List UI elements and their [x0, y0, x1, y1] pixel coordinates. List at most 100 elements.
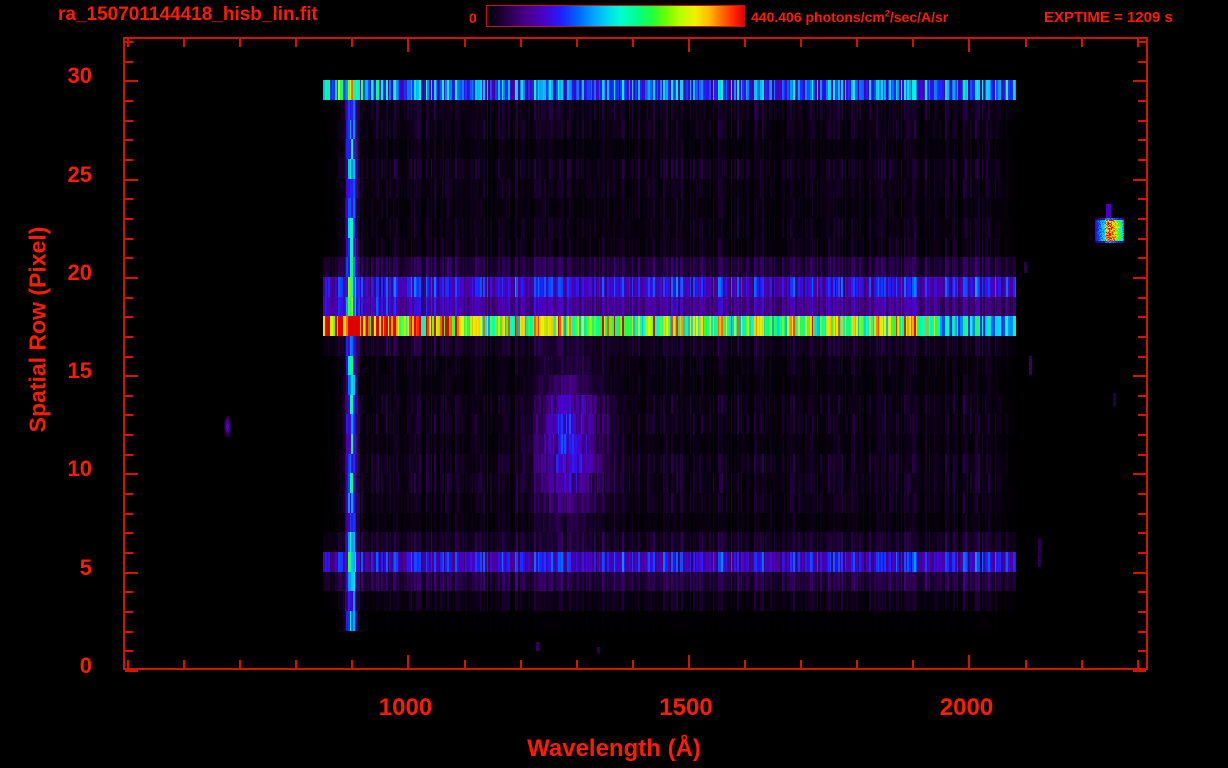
y-tick-32	[125, 41, 133, 43]
y-tick-20	[125, 276, 138, 279]
x-tick-top-1000	[407, 39, 410, 52]
y-tick-5	[125, 571, 138, 574]
y-tick-8	[125, 512, 133, 515]
x-tick-1300	[575, 660, 578, 668]
y-tick-19	[125, 296, 133, 299]
y-tick-12	[125, 434, 133, 437]
x-tick-600	[183, 660, 186, 668]
y-tick-11	[125, 453, 133, 456]
x-tick-top-1800	[856, 39, 859, 47]
y-tick-right-20	[1133, 276, 1146, 279]
y-tick-right-11	[1138, 453, 1146, 456]
y-tick-right-31	[1138, 60, 1146, 63]
y-tick-right-23	[1138, 217, 1146, 220]
x-tick-top-900	[351, 39, 354, 47]
x-tick-top-1500	[687, 39, 690, 52]
y-tick-label-20: 20	[67, 259, 92, 285]
y-tick-21	[125, 257, 133, 260]
y-tick-right-29	[1138, 99, 1146, 102]
y-tick-7	[125, 532, 133, 535]
x-tick-top-2300	[1136, 39, 1139, 47]
y-tick-0	[125, 670, 138, 672]
x-tick-2000	[968, 655, 971, 668]
y-tick-25	[125, 178, 138, 181]
y-tick-26	[125, 158, 133, 161]
colorbar	[486, 5, 745, 27]
y-tick-right-32	[1138, 41, 1146, 43]
y-tick-right-13	[1138, 414, 1146, 417]
y-tick-15	[125, 375, 138, 378]
x-tick-1100	[463, 660, 466, 668]
colorbar-units-exponent: 2	[884, 8, 890, 19]
x-tick-top-1700	[800, 39, 803, 47]
y-tick-right-2	[1138, 630, 1146, 633]
y-tick-right-1	[1138, 650, 1146, 653]
y-tick-30	[125, 80, 138, 83]
x-tick-top-2100	[1024, 39, 1027, 47]
colorbar-min-label: 0	[469, 10, 477, 26]
colorbar-max-label: 440.406 photons/cm2/sec/A/sr	[751, 9, 948, 25]
y-tick-right-0	[1133, 670, 1146, 672]
x-tick-top-1600	[744, 39, 747, 47]
x-tick-2300	[1136, 660, 1139, 668]
y-tick-right-7	[1138, 532, 1146, 535]
y-axis-title: Spatial Row (Pixel)	[24, 226, 51, 433]
spectrum-heatmap	[127, 41, 1148, 670]
y-tick-right-19	[1138, 296, 1146, 299]
y-tick-16	[125, 355, 133, 358]
x-tick-1000	[407, 655, 410, 668]
y-tick-right-14	[1138, 394, 1146, 397]
x-tick-1400	[631, 660, 634, 668]
y-tick-label-15: 15	[67, 358, 92, 384]
file-title: ra_150701144418_hisb_lin.fit	[58, 4, 318, 25]
x-tick-top-700	[239, 39, 242, 47]
y-tick-right-8	[1138, 512, 1146, 515]
y-tick-label-5: 5	[79, 554, 92, 580]
y-tick-9	[125, 493, 133, 496]
y-tick-right-26	[1138, 158, 1146, 161]
y-tick-right-24	[1138, 198, 1146, 201]
x-tick-1800	[856, 660, 859, 668]
y-tick-1	[125, 650, 133, 653]
x-tick-top-1400	[631, 39, 634, 47]
y-tick-6	[125, 552, 133, 555]
y-tick-label-25: 25	[67, 161, 92, 187]
x-tick-1600	[744, 660, 747, 668]
plot-frame	[123, 37, 1148, 672]
x-tick-2100	[1024, 660, 1027, 668]
y-tick-label-10: 10	[67, 456, 92, 482]
x-tick-1500	[687, 655, 690, 668]
y-tick-27	[125, 139, 133, 142]
y-tick-right-5	[1133, 571, 1146, 574]
y-tick-right-28	[1138, 119, 1146, 122]
y-tick-right-16	[1138, 355, 1146, 358]
x-tick-top-1300	[575, 39, 578, 47]
x-tick-top-2000	[968, 39, 971, 52]
y-tick-right-22	[1138, 237, 1146, 240]
y-tick-23	[125, 217, 133, 220]
y-tick-13	[125, 414, 133, 417]
y-tick-right-21	[1138, 257, 1146, 260]
y-tick-right-15	[1133, 375, 1146, 378]
y-tick-3	[125, 611, 133, 614]
x-tick-top-500	[127, 39, 129, 47]
exptime-label: EXPTIME = 1209 s	[1044, 9, 1173, 26]
y-tick-14	[125, 394, 133, 397]
y-tick-right-12	[1138, 434, 1146, 437]
x-tick-label-1500: 1500	[659, 694, 713, 721]
y-tick-10	[125, 473, 138, 476]
y-tick-28	[125, 119, 133, 122]
y-tick-right-10	[1133, 473, 1146, 476]
x-tick-top-800	[295, 39, 298, 47]
y-tick-label-30: 30	[67, 63, 92, 89]
colorbar-units-post: /sec/A/sr	[889, 9, 949, 25]
colorbar-max-value: 440.406	[751, 9, 802, 25]
y-tick-right-9	[1138, 493, 1146, 496]
x-tick-top-600	[183, 39, 186, 47]
y-tick-31	[125, 60, 133, 63]
y-tick-right-4	[1138, 591, 1146, 594]
x-tick-top-1900	[912, 39, 915, 47]
x-tick-top-1200	[519, 39, 522, 47]
y-tick-right-27	[1138, 139, 1146, 142]
y-tick-right-25	[1133, 178, 1146, 181]
